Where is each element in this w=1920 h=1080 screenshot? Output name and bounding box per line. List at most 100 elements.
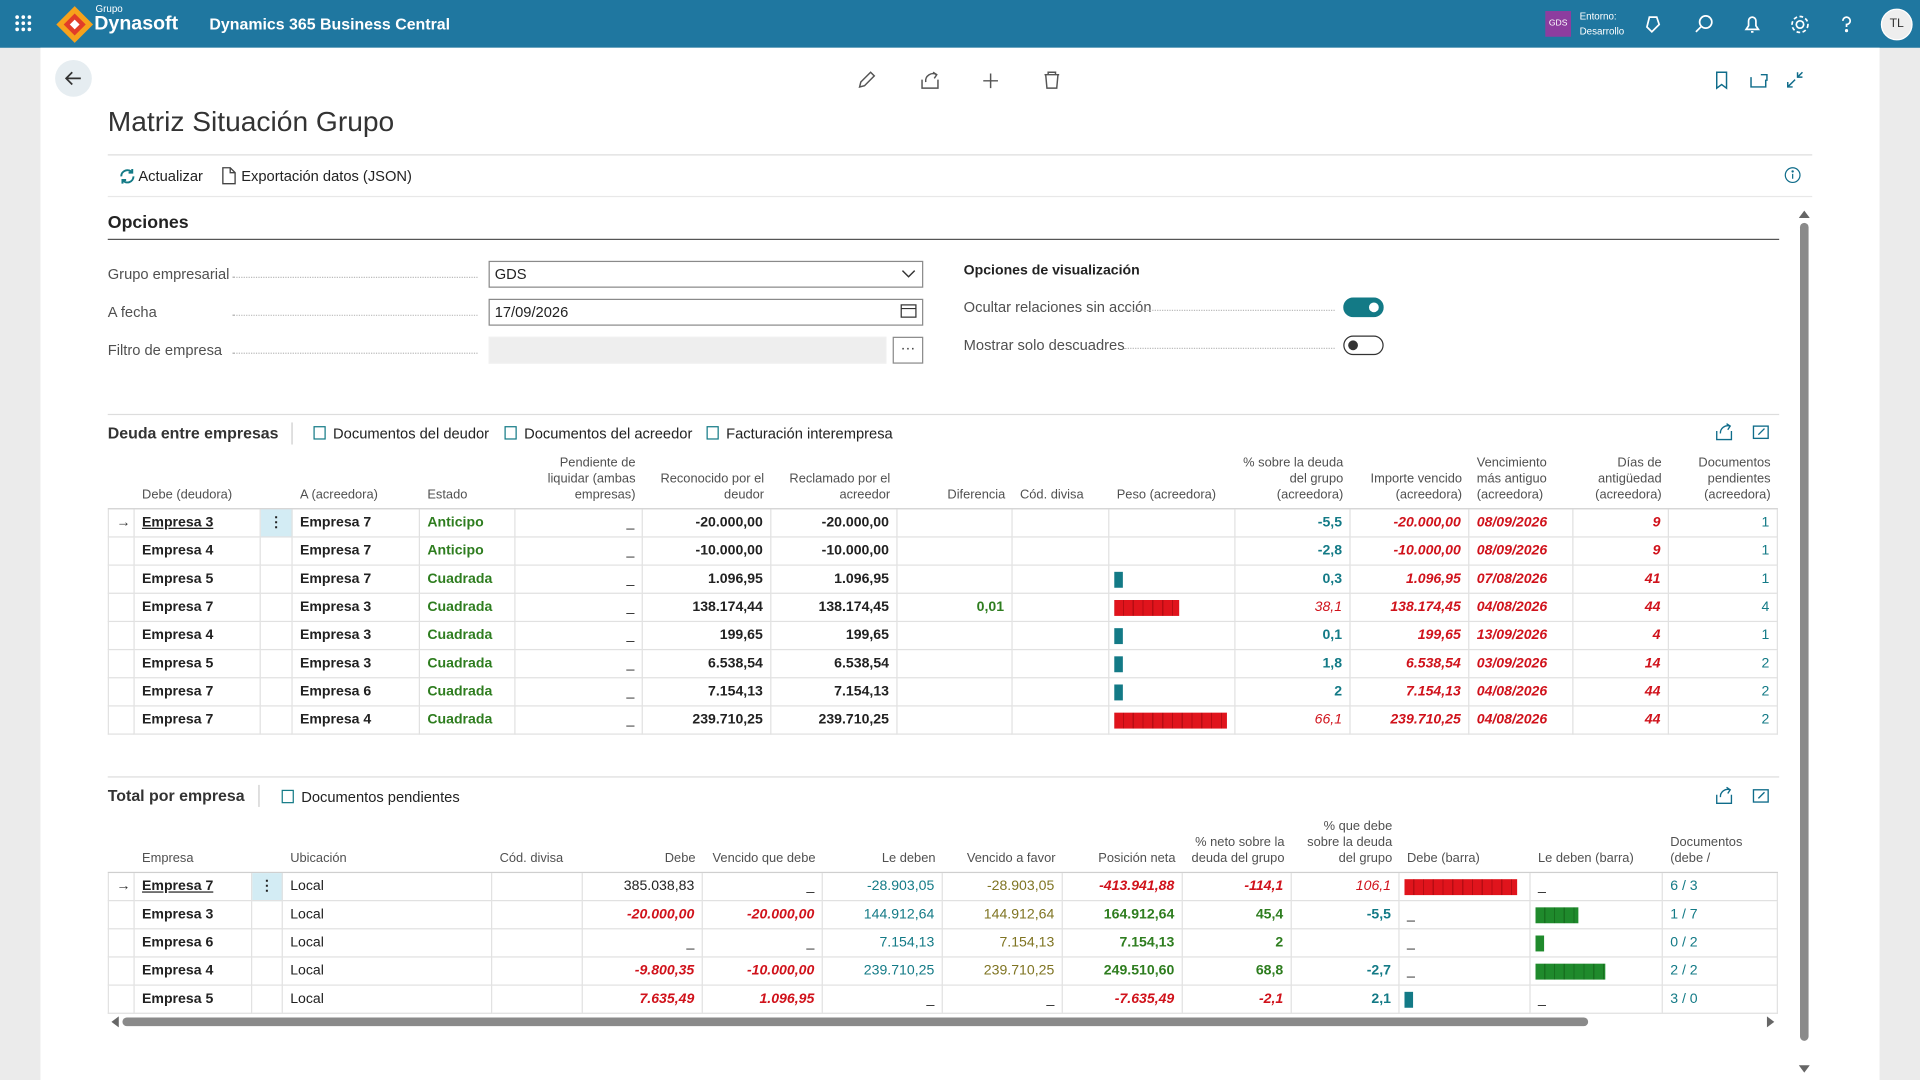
user-avatar[interactable]: TL: [1880, 8, 1913, 41]
row-link[interactable]: Empresa 5: [134, 565, 261, 594]
totals-tools[interactable]: [1714, 786, 1770, 806]
table-cell: [1530, 901, 1663, 930]
row-menu[interactable]: [252, 929, 283, 958]
options-heading[interactable]: Opciones: [107, 213, 189, 233]
row-menu[interactable]: [252, 957, 283, 986]
table-cell: 4: [1668, 593, 1778, 623]
table-cell: 106,1: [1291, 873, 1400, 902]
leader: [1124, 347, 1335, 349]
row-menu[interactable]: ⋮: [260, 509, 293, 538]
table-cell: 38,1: [1235, 593, 1351, 623]
field-input[interactable]: GDS: [488, 260, 924, 288]
row-link[interactable]: Empresa 7: [134, 873, 253, 902]
table-cell: [1012, 565, 1110, 594]
table-cell: 45,4: [1182, 901, 1292, 930]
lookup-button[interactable]: ···: [892, 336, 924, 364]
row-link[interactable]: Empresa 5: [134, 650, 261, 679]
row-link[interactable]: Empresa 4: [134, 622, 261, 651]
row-link[interactable]: Empresa 6: [134, 929, 253, 958]
page-action-icons[interactable]: [855, 69, 1075, 93]
action-icon: [504, 426, 517, 440]
table-cell: _: [515, 678, 643, 707]
debt-action[interactable]: Facturación interempresa: [726, 424, 893, 443]
column-header: Reconocido por el deudor: [660, 471, 765, 503]
action-refresh[interactable]: Actualizar: [138, 167, 203, 185]
table-cell: 1.096,95: [1350, 565, 1470, 594]
horizontal-scrollbar[interactable]: [122, 1017, 1589, 1027]
scroll-arrows[interactable]: [1798, 208, 1810, 1080]
table-cell: [897, 537, 1013, 566]
table-cell: [1109, 650, 1236, 679]
field-input[interactable]: 17/09/2026: [488, 298, 924, 326]
totals-action[interactable]: Documentos pendientes: [301, 788, 460, 806]
table-cell: -20.000,00: [702, 901, 823, 930]
column-header: Debe (barra): [1406, 851, 1480, 866]
table-cell: -10.000,00: [1350, 537, 1470, 566]
table-cell: Cuadrada: [420, 678, 516, 707]
table-cell: 1: [1668, 622, 1778, 651]
row-menu[interactable]: [260, 650, 293, 679]
row-link[interactable]: Empresa 5: [134, 985, 253, 1014]
leader: [232, 314, 478, 316]
table-cell: 6.538,54: [1350, 650, 1470, 679]
row-link[interactable]: Empresa 7: [134, 706, 261, 735]
row-menu[interactable]: [260, 537, 293, 566]
table-cell: -20.000,00: [582, 901, 703, 930]
table-cell: [1012, 537, 1110, 566]
table-cell: 1.096,95: [642, 565, 772, 594]
table-cell: -10.000,00: [771, 537, 898, 566]
separator: [258, 784, 260, 807]
display-heading: Opciones de visualización: [963, 263, 1140, 278]
row-menu[interactable]: [260, 593, 293, 623]
debt-action[interactable]: Documentos del acreedor: [524, 424, 693, 443]
table-cell: [897, 509, 1013, 538]
field-input[interactable]: [488, 336, 887, 364]
row-menu[interactable]: ⋮: [252, 873, 283, 902]
table-cell: [1530, 957, 1663, 986]
table-cell: 385.038,83: [582, 873, 703, 902]
row-indicator: [107, 622, 135, 651]
table-cell: Empresa 7: [292, 565, 421, 594]
vertical-scrollbar[interactable]: [1800, 222, 1809, 1041]
row-menu[interactable]: [252, 901, 283, 930]
row-link[interactable]: Empresa 3: [134, 901, 253, 930]
bar: [1404, 991, 1414, 1008]
top-icons[interactable]: [1641, 12, 1861, 36]
table-cell: 249.510,60: [1062, 957, 1183, 986]
row-link[interactable]: Empresa 4: [134, 537, 261, 566]
row-link[interactable]: Empresa 4: [134, 957, 253, 986]
bar: [1404, 879, 1517, 896]
row-link[interactable]: Empresa 3: [134, 509, 261, 538]
table-cell: 138.174,45: [1350, 593, 1470, 623]
action-export[interactable]: Exportación datos (JSON): [241, 167, 412, 185]
row-menu[interactable]: [260, 622, 293, 651]
row-menu[interactable]: [260, 678, 293, 707]
debt-tools[interactable]: [1714, 422, 1770, 442]
row-menu[interactable]: [260, 565, 293, 594]
row-link[interactable]: Empresa 7: [134, 593, 261, 623]
table-cell: _: [515, 537, 643, 566]
table-cell: -10.000,00: [702, 957, 823, 986]
info-icon[interactable]: [1784, 167, 1801, 184]
table-cell: [492, 985, 583, 1014]
table-cell: _: [1530, 873, 1663, 902]
table-cell: 199,65: [771, 622, 898, 651]
table-cell: 03/09/2026: [1469, 650, 1574, 679]
hscroll-arrows[interactable]: [110, 1016, 1778, 1028]
company-badge[interactable]: GDS: [1545, 11, 1572, 37]
table-cell: _: [1399, 929, 1531, 958]
page-right-icons[interactable]: [1712, 70, 1805, 92]
table-cell: 13/09/2026: [1469, 622, 1574, 651]
row-menu[interactable]: [252, 985, 283, 1014]
table-cell: 239.710,25: [1350, 706, 1470, 735]
export-icon: [222, 167, 236, 185]
table-cell: Empresa 6: [292, 678, 421, 707]
app-launcher[interactable]: [15, 15, 32, 32]
table-cell: Local: [282, 901, 493, 930]
input-icons[interactable]: [899, 264, 919, 320]
debt-action[interactable]: Documentos del deudor: [333, 424, 490, 443]
column-header: Reclamado por el acreedor: [789, 471, 891, 503]
row-menu[interactable]: [260, 706, 293, 735]
table-cell: 2: [1668, 706, 1778, 735]
row-link[interactable]: Empresa 7: [134, 678, 261, 707]
